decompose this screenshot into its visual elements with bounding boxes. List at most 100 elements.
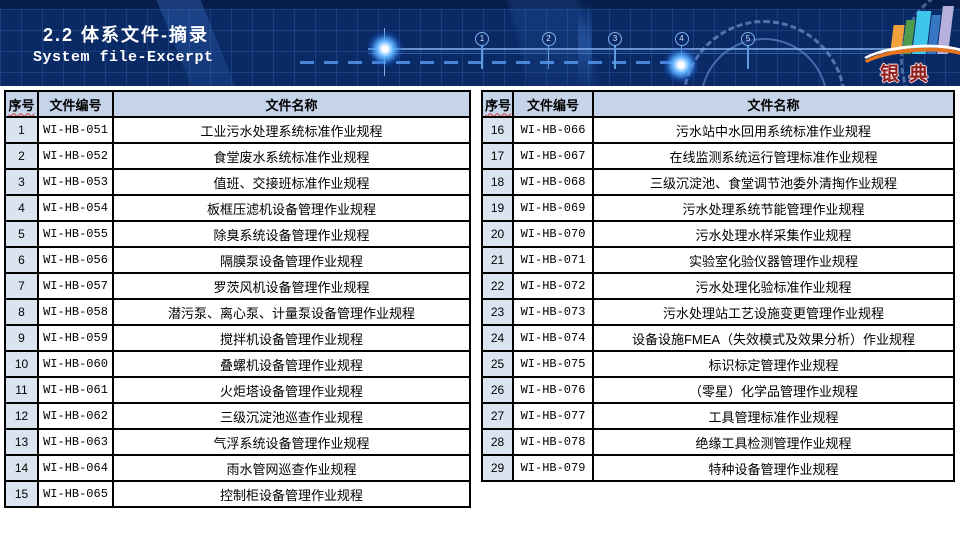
file-name: 搅拌机设备管理作业规程 xyxy=(112,324,471,352)
row-index: 20 xyxy=(481,220,514,248)
table-row: 29 WI-HB-079 特种设备管理作业规程 xyxy=(481,454,955,482)
file-code: WI-HB-065 xyxy=(37,480,114,508)
file-code: WI-HB-073 xyxy=(512,298,594,326)
file-name: 设备设施FMEA（失效模式及效果分析）作业规程 xyxy=(592,324,955,352)
row-index: 23 xyxy=(481,298,514,326)
row-index: 22 xyxy=(481,272,514,300)
timeline-stem xyxy=(547,46,550,69)
row-index: 2 xyxy=(4,142,39,170)
file-name: 在线监测系统运行管理标准作业规程 xyxy=(592,142,955,170)
table-row: 6 WI-HB-056 隔膜泵设备管理作业规程 xyxy=(4,246,471,274)
file-table-right: 序号 文件编号 文件名称 16 WI-HB-066 污水站中水回用系统标准作业规程 1… xyxy=(481,90,955,482)
timeline-stem xyxy=(614,46,616,69)
header-index-label: 序号 xyxy=(8,97,35,113)
file-name: 污水站中水回用系统标准作业规程 xyxy=(592,116,955,144)
header-name: 文件名称 xyxy=(592,90,955,118)
file-name: 三级沉淀池、食堂调节池委外清掏作业规程 xyxy=(592,168,955,196)
timeline-number: 3 xyxy=(608,32,622,46)
file-code: WI-HB-069 xyxy=(512,194,594,222)
table-row: 28 WI-HB-078 绝缘工具检测管理作业规程 xyxy=(481,428,955,456)
file-code: WI-HB-062 xyxy=(37,402,114,430)
file-code: WI-HB-057 xyxy=(37,272,114,300)
file-code: WI-HB-072 xyxy=(512,272,594,300)
file-name: 板框压滤机设备管理作业规程 xyxy=(112,194,471,222)
table-row: 17 WI-HB-067 在线监测系统运行管理标准作业规程 xyxy=(481,142,955,170)
glow-effect-icon xyxy=(367,31,403,67)
table-row: 22 WI-HB-072 污水处理化验标准作业规程 xyxy=(481,272,955,300)
table-row: 18 WI-HB-068 三级沉淀池、食堂调节池委外清掏作业规程 xyxy=(481,168,955,196)
table-row: 20 WI-HB-070 污水处理水样采集作业规程 xyxy=(481,220,955,248)
file-code: WI-HB-063 xyxy=(37,428,114,456)
file-table-left: 序号 文件编号 文件名称 1 WI-HB-051 工业污水处理系统标准作业规程 2 WI… xyxy=(4,90,471,508)
table-row: 5 WI-HB-055 除臭系统设备管理作业规程 xyxy=(4,220,471,248)
row-index: 21 xyxy=(481,246,514,274)
table-row: 10 WI-HB-060 叠螺机设备管理作业规程 xyxy=(4,350,471,378)
row-index: 15 xyxy=(4,480,39,508)
row-index: 14 xyxy=(4,454,39,482)
file-name: 除臭系统设备管理作业规程 xyxy=(112,220,471,248)
timeline-node: 5 xyxy=(741,32,755,69)
row-index: 18 xyxy=(481,168,514,196)
table-row: 24 WI-HB-074 设备设施FMEA（失效模式及效果分析）作业规程 xyxy=(481,324,955,352)
file-code: WI-HB-064 xyxy=(37,454,114,482)
timeline-number: 2 xyxy=(541,32,556,46)
file-name: 工具管理标准作业规程 xyxy=(592,402,955,430)
table-row: 9 WI-HB-059 搅拌机设备管理作业规程 xyxy=(4,324,471,352)
logo-text: 银典 xyxy=(880,64,939,85)
timeline-number: 4 xyxy=(674,32,689,46)
header-code: 文件编号 xyxy=(37,90,114,118)
row-index: 19 xyxy=(481,194,514,222)
file-code: WI-HB-071 xyxy=(512,246,594,274)
table-row: 16 WI-HB-066 污水站中水回用系统标准作业规程 xyxy=(481,116,955,144)
timeline-node: 2 xyxy=(541,32,556,69)
file-name: 控制柜设备管理作业规程 xyxy=(112,480,471,508)
row-index: 8 xyxy=(4,298,39,326)
row-index: 25 xyxy=(481,350,514,378)
table-row: 13 WI-HB-063 气浮系统设备管理作业规程 xyxy=(4,428,471,456)
file-name: （零星）化学品管理作业规程 xyxy=(592,376,955,404)
file-code: WI-HB-055 xyxy=(37,220,114,248)
file-code: WI-HB-052 xyxy=(37,142,114,170)
table-row: 4 WI-HB-054 板框压滤机设备管理作业规程 xyxy=(4,194,471,222)
table-row: 26 WI-HB-076 （零星）化学品管理作业规程 xyxy=(481,376,955,404)
file-name: 食堂废水系统标准作业规程 xyxy=(112,142,471,170)
table-row: 8 WI-HB-058 潜污泵、离心泵、计量泵设备管理作业规程 xyxy=(4,298,471,326)
file-code: WI-HB-058 xyxy=(37,298,114,326)
table-row: 19 WI-HB-069 污水处理系统节能管理作业规程 xyxy=(481,194,955,222)
file-name: 火炬塔设备管理作业规程 xyxy=(112,376,471,404)
header-index-label: 序号 xyxy=(485,97,512,113)
file-code: WI-HB-061 xyxy=(37,376,114,404)
file-code: WI-HB-059 xyxy=(37,324,114,352)
file-code: WI-HB-054 xyxy=(37,194,114,222)
file-code: WI-HB-079 xyxy=(512,454,594,482)
file-name: 污水处理系统节能管理作业规程 xyxy=(592,194,955,222)
file-name: 特种设备管理作业规程 xyxy=(592,454,955,482)
timeline-stem xyxy=(747,46,749,69)
table-header-row: 序号 文件编号 文件名称 xyxy=(4,90,471,118)
table-row: 1 WI-HB-051 工业污水处理系统标准作业规程 xyxy=(4,116,471,144)
table-row: 14 WI-HB-064 雨水管网巡查作业规程 xyxy=(4,454,471,482)
file-code: WI-HB-066 xyxy=(512,116,594,144)
table-row: 27 WI-HB-077 工具管理标准作业规程 xyxy=(481,402,955,430)
file-code: WI-HB-077 xyxy=(512,402,594,430)
header-index: 序号 xyxy=(4,90,39,118)
glow-effect-icon xyxy=(663,47,699,83)
table-row: 2 WI-HB-052 食堂废水系统标准作业规程 xyxy=(4,142,471,170)
file-code: WI-HB-074 xyxy=(512,324,594,352)
file-code: WI-HB-051 xyxy=(37,116,114,144)
page-title: 2.2 体系文件-摘录 xyxy=(43,25,210,45)
page-subtitle: System file-Excerpt xyxy=(33,49,214,66)
row-index: 3 xyxy=(4,168,39,196)
banner-top-strip xyxy=(0,0,960,9)
file-name: 标识标定管理作业规程 xyxy=(592,350,955,378)
row-index: 24 xyxy=(481,324,514,352)
file-name: 隔膜泵设备管理作业规程 xyxy=(112,246,471,274)
timeline-axis-secondary xyxy=(368,53,888,54)
row-index: 5 xyxy=(4,220,39,248)
file-code: WI-HB-070 xyxy=(512,220,594,248)
file-name: 值班、交接班标准作业规程 xyxy=(112,168,471,196)
timeline-stem xyxy=(481,46,483,69)
company-logo: 银典 xyxy=(854,2,960,86)
row-index: 4 xyxy=(4,194,39,222)
